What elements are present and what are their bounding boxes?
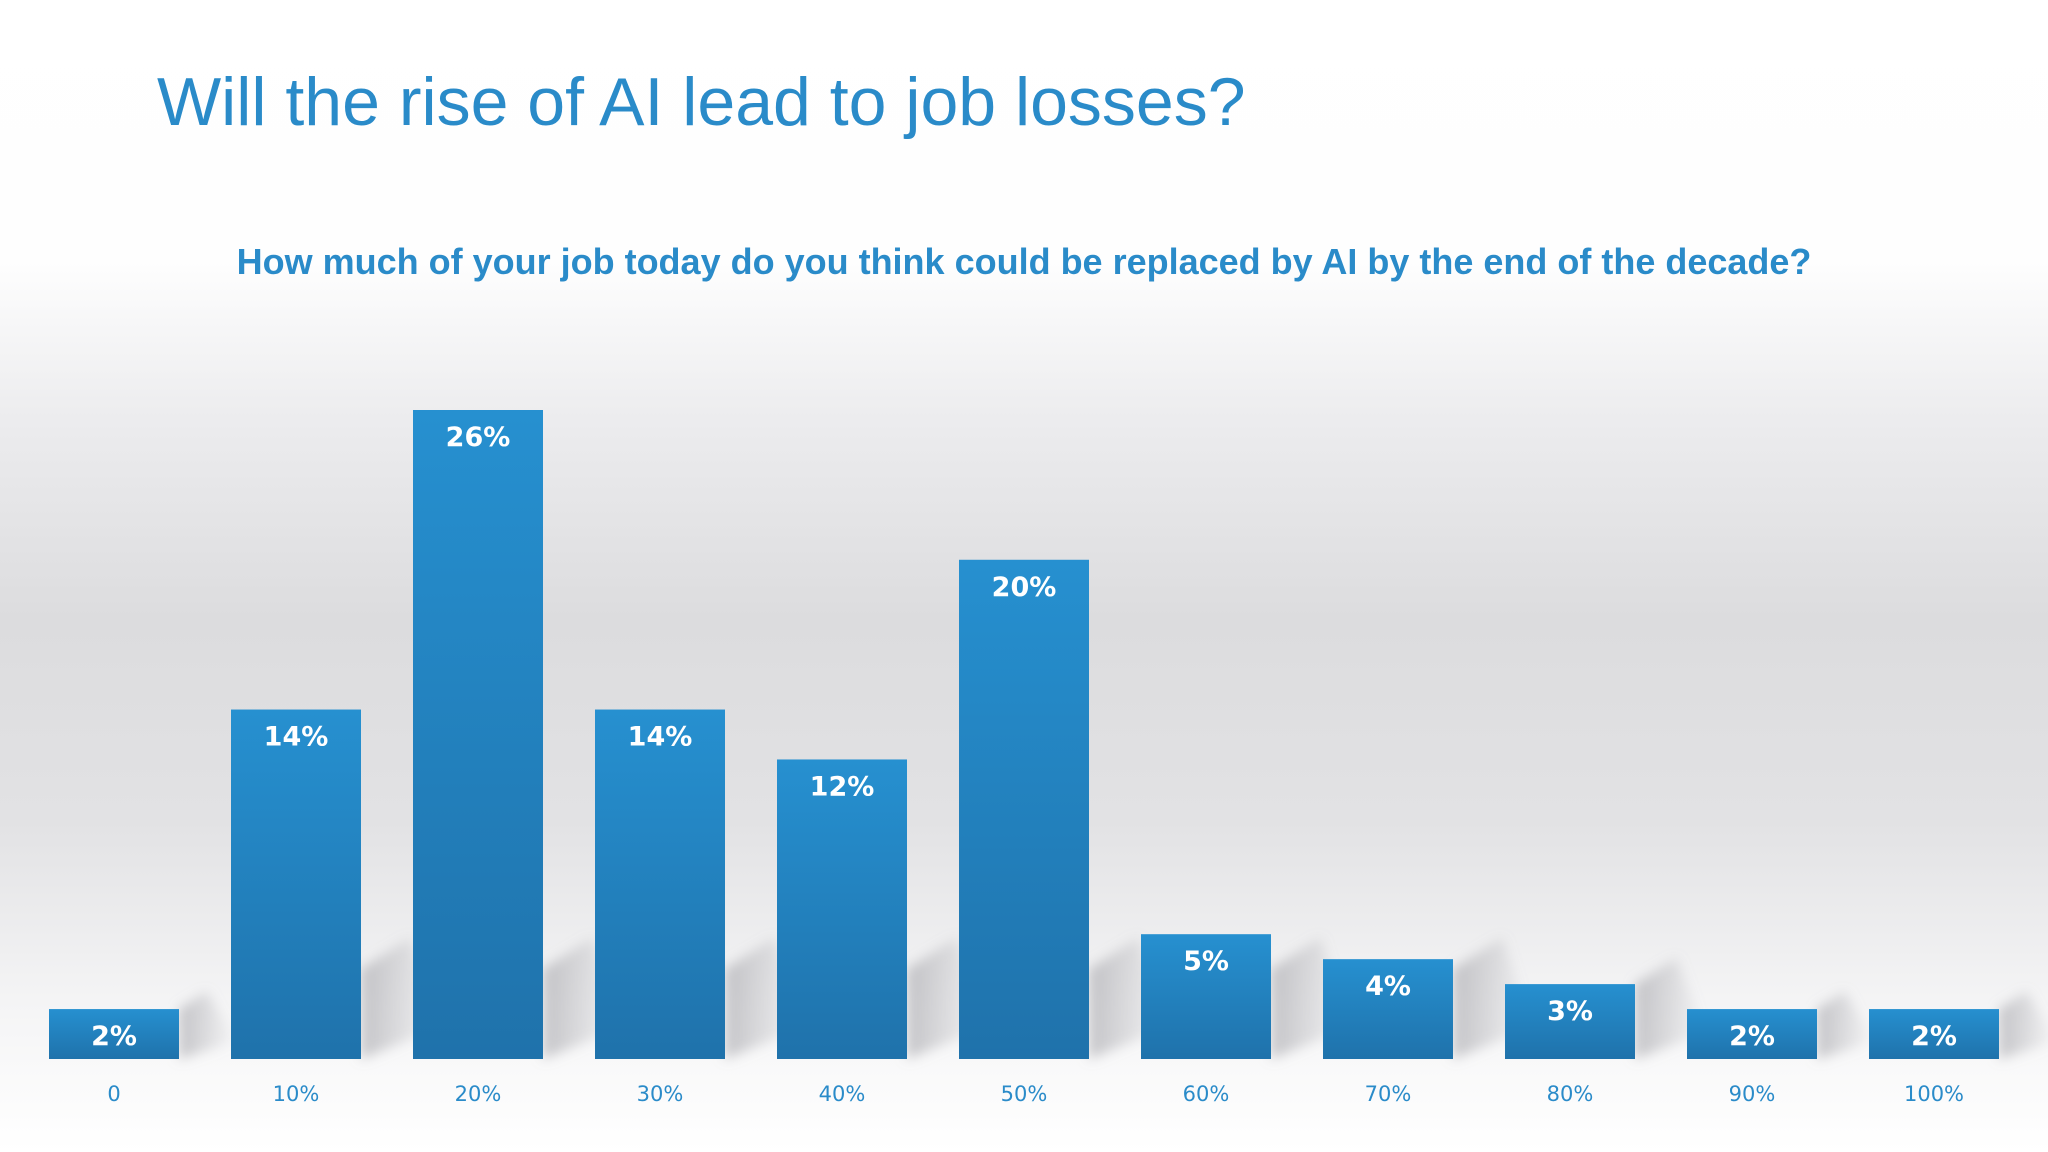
bar-shadow [179, 991, 237, 1059]
bar-3 [595, 709, 725, 1059]
x-tick-label: 60% [1183, 1082, 1230, 1106]
bar-1 [231, 709, 361, 1059]
bar-9 [1687, 1009, 1817, 1059]
x-tick-label: 70% [1365, 1082, 1412, 1106]
bar-value-label: 2% [1729, 1021, 1775, 1052]
bar-value-label: 14% [628, 722, 693, 753]
x-tick-label: 30% [637, 1082, 684, 1106]
bar-6 [1141, 934, 1271, 1059]
bar-shadow [1999, 991, 2048, 1059]
bar-2 [413, 410, 543, 1059]
bar-0 [49, 1009, 179, 1059]
x-tick-label: 20% [455, 1082, 502, 1106]
bar-4 [777, 759, 907, 1059]
x-axis-tick-labels: 0 10% 20% 30% 40% 50% 60% 70% 80% 90% 100% [107, 1082, 1964, 1106]
bar-value-label: 14% [264, 722, 329, 753]
x-tick-label: 80% [1547, 1082, 1594, 1106]
x-tick-label: 10% [273, 1082, 320, 1106]
x-tick-label: 100% [1904, 1082, 1964, 1106]
bar-value-label: 5% [1183, 946, 1229, 977]
x-tick-label: 50% [1001, 1082, 1048, 1106]
bars-group: 2% 14% 26% 14% 12% 20% 5% 4% 3% 2% 2% [49, 410, 1999, 1059]
chart-subtitle: How much of your job today do you think … [236, 241, 1812, 282]
bar-value-label: 12% [810, 771, 875, 802]
x-tick-label: 0 [107, 1082, 120, 1106]
bar-value-label: 20% [992, 572, 1057, 603]
bar-7 [1323, 959, 1453, 1059]
bar-8 [1505, 984, 1635, 1059]
page-title: Will the rise of AI lead to job losses? [157, 64, 1246, 140]
bar-10 [1869, 1009, 1999, 1059]
bar-value-label: 2% [1911, 1021, 1957, 1052]
bar-value-label: 3% [1547, 996, 1593, 1027]
x-tick-label: 90% [1729, 1082, 1776, 1106]
bar-value-label: 26% [446, 422, 511, 453]
x-tick-label: 40% [819, 1082, 866, 1106]
bar-shadow [1817, 991, 1875, 1059]
bar-value-label: 2% [91, 1021, 137, 1052]
bar-5 [959, 559, 1089, 1059]
bar-value-label: 4% [1365, 971, 1411, 1002]
